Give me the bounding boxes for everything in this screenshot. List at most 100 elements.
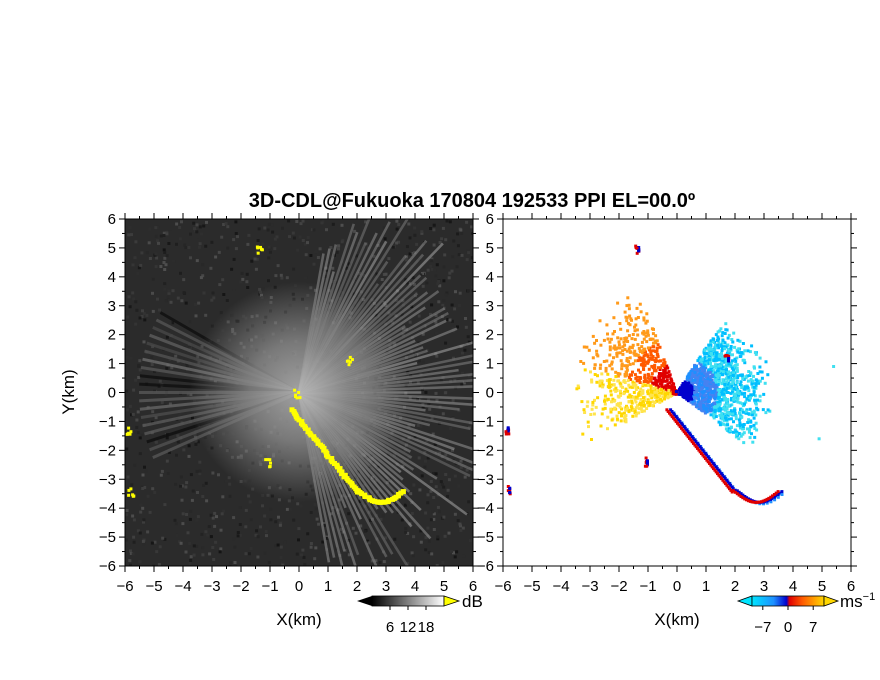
velocity-echo (619, 337, 623, 341)
velocity-echo (760, 370, 764, 374)
noise-cell (273, 247, 277, 251)
noise-cell (426, 501, 430, 505)
velocity-echo (683, 426, 687, 430)
noise-cell (211, 471, 215, 475)
velocity-echo (700, 361, 704, 365)
velocity-echo (698, 379, 702, 383)
velocity-echo (723, 477, 727, 481)
velocity-echo (715, 358, 719, 362)
y-tick-label: 6 (486, 211, 494, 228)
velocity-echo (663, 394, 667, 398)
velocity-echo (624, 339, 628, 343)
velocity-echo (699, 363, 703, 367)
noise-cell (151, 291, 154, 295)
noise-cell (410, 305, 414, 309)
noise-cell (157, 563, 161, 566)
velocity-echo (737, 432, 741, 435)
velocity-echo (593, 398, 596, 402)
velocity-echo (632, 351, 636, 355)
noise-cell (436, 537, 440, 541)
noise-cell (466, 289, 470, 293)
velocity-echo (726, 370, 730, 374)
velocity-echo (729, 347, 733, 351)
velocity-echo (693, 375, 697, 379)
velocity-echo (626, 321, 630, 325)
velocity-echo (625, 357, 629, 360)
noise-cell (283, 540, 287, 544)
velocity-echo (714, 354, 718, 357)
noise-cell (406, 531, 410, 535)
velocity-echo (620, 364, 624, 368)
noise-cell (466, 348, 469, 352)
noise-cell (413, 436, 417, 439)
velocity-echo (769, 500, 773, 504)
noise-cell (192, 553, 196, 557)
velocity-echo (752, 374, 755, 378)
noise-cell (429, 518, 433, 522)
noise-cell (154, 265, 158, 269)
velocity-echo (628, 385, 632, 389)
velocity-echo (674, 415, 678, 419)
velocity-echo (678, 387, 681, 391)
velocity-echo (651, 355, 655, 358)
velocity-echo (735, 391, 739, 395)
noise-cell (452, 551, 455, 555)
noise-cell (201, 263, 205, 267)
velocity-echo (735, 363, 739, 367)
velocity-echo (633, 373, 637, 377)
velocity-echo (646, 392, 650, 396)
velocity-echo (670, 410, 674, 413)
velocity-echo (723, 347, 727, 351)
velocity-echo (747, 418, 751, 422)
velocity-echo (750, 413, 754, 417)
velocity-echo (636, 316, 640, 319)
velocity-echo (601, 385, 605, 389)
velocity-echo (624, 387, 628, 391)
noise-cell (407, 222, 411, 226)
velocity-echo (654, 378, 658, 382)
velocity-echo (703, 359, 707, 363)
noise-cell (448, 220, 452, 224)
velocity-echo (734, 385, 738, 389)
strong-echo (308, 432, 314, 438)
noise-cell (325, 228, 328, 232)
velocity-echo (626, 329, 630, 333)
noise-cell (442, 515, 446, 519)
noise-cell (314, 250, 318, 254)
x-tick-label: 2 (731, 578, 739, 595)
strong-echo (341, 474, 347, 480)
noise-cell (353, 229, 357, 233)
velocity-echo (631, 343, 635, 347)
velocity-echo (724, 345, 728, 349)
noise-cell (435, 354, 439, 358)
velocity-echo (582, 408, 586, 412)
velocity-echo (692, 387, 696, 391)
noise-cell (457, 484, 461, 488)
noise-cell (391, 321, 395, 325)
velocity-echo (653, 396, 657, 399)
velocity-echo (764, 360, 768, 364)
velocity-echo (700, 386, 704, 390)
strong-echo (303, 425, 308, 431)
velocity-echo (639, 397, 643, 401)
velocity-echo (748, 407, 752, 411)
noise-cell (234, 247, 238, 251)
velocity-echo (748, 374, 752, 377)
noise-cell (318, 247, 322, 251)
strong-echo (127, 426, 131, 430)
noise-cell (403, 483, 407, 487)
velocity-echo (646, 329, 650, 333)
velocity-echo (747, 394, 751, 398)
noise-cell (151, 487, 155, 491)
velocity-echo (668, 411, 671, 415)
y-tick-label: 3 (486, 298, 494, 315)
noise-cell (285, 507, 289, 511)
velocity-echo (720, 352, 723, 355)
velocity-echo (663, 373, 667, 377)
velocity-echo (715, 467, 719, 471)
velocity-echo (706, 460, 710, 464)
velocity-echo (692, 441, 695, 445)
velocity-echo (698, 445, 702, 449)
velocity-echo (721, 331, 725, 335)
velocity-echo (715, 391, 718, 395)
